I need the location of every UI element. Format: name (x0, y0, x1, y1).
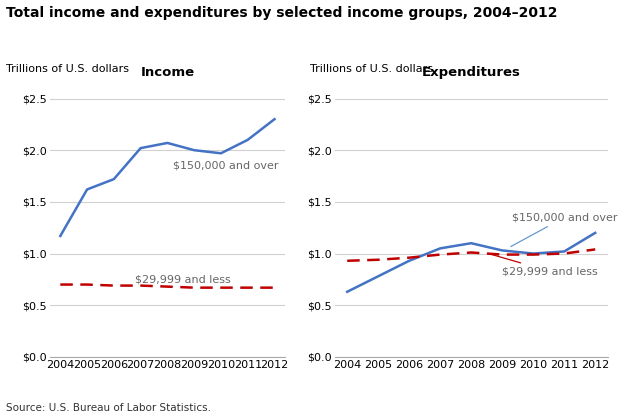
Text: $150,000 and over: $150,000 and over (511, 212, 617, 247)
Title: Expenditures: Expenditures (422, 66, 521, 79)
Text: Trillions of U.S. dollars: Trillions of U.S. dollars (310, 64, 433, 74)
Text: Source: U.S. Bureau of Labor Statistics.: Source: U.S. Bureau of Labor Statistics. (6, 403, 211, 413)
Text: $150,000 and over: $150,000 and over (173, 161, 278, 171)
Text: Trillions of U.S. dollars: Trillions of U.S. dollars (6, 64, 129, 74)
Text: $29,999 and less: $29,999 and less (135, 275, 231, 285)
Text: Total income and expenditures by selected income groups, 2004–2012: Total income and expenditures by selecte… (6, 6, 558, 20)
Title: Income: Income (140, 66, 195, 79)
Text: $29,999 and less: $29,999 and less (489, 254, 598, 276)
